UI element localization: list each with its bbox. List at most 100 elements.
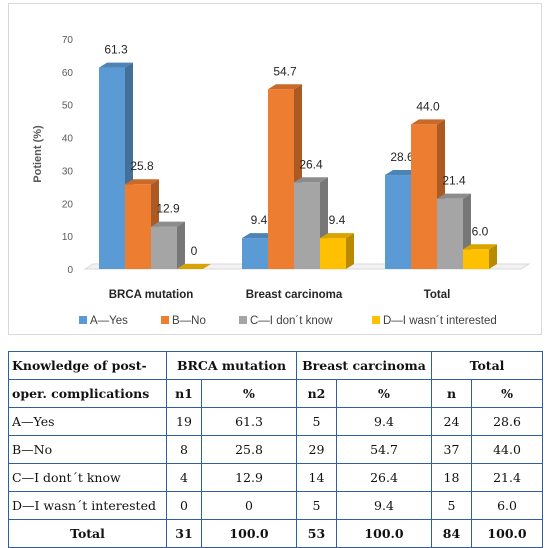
bar <box>437 198 463 269</box>
header-knowledge: Knowledge of post- <box>8 351 167 380</box>
table-row: A—Yes 19 61.3 5 9.4 24 28.6 <box>8 407 544 436</box>
data-label: 25.8 <box>130 159 154 173</box>
bar-chart: 0 10 20 30 40 50 60 70 Potient (%) 61.3 25.8 12.9 0 B… <box>32 35 531 327</box>
total-cell: 84 <box>431 519 472 548</box>
bar <box>125 184 151 269</box>
cell: 26.4 <box>336 463 432 492</box>
row-label: A—Yes <box>8 407 167 436</box>
header-pct3: % <box>470 379 544 408</box>
cell: 25.8 <box>201 435 297 464</box>
x-tick-label: BRCA mutation <box>109 289 194 301</box>
bar-side <box>177 221 185 269</box>
cell: 14 <box>296 463 337 492</box>
bar-side <box>489 244 497 269</box>
y-tick-label: 40 <box>62 134 74 145</box>
bar-top <box>242 233 276 239</box>
cell: 24 <box>431 407 472 436</box>
bar-top <box>177 264 211 269</box>
data-label: 28.6 <box>390 150 414 164</box>
header-total: Total <box>430 351 544 380</box>
legend-label: C—I don´t know <box>250 315 333 327</box>
row-label: C—I dont´t know <box>8 463 167 492</box>
data-label: 0 <box>191 244 198 258</box>
bar-top <box>320 233 354 239</box>
data-label: 26.4 <box>299 157 323 171</box>
bar-top <box>294 177 328 183</box>
cell: 5 <box>296 491 337 520</box>
cell: 18 <box>431 463 472 492</box>
data-label: 9.4 <box>251 213 268 227</box>
header-pct2: % <box>336 379 432 408</box>
data-label: 44.0 <box>416 99 440 113</box>
cell: 44.0 <box>470 435 544 464</box>
data-label: 12.9 <box>156 202 180 216</box>
y-tick-label: 50 <box>62 101 74 112</box>
bar-top <box>463 244 497 250</box>
cell: 5 <box>296 407 337 436</box>
cell: 5 <box>431 491 472 520</box>
table-row: C—I dont´t know 4 12.9 14 26.4 18 21.4 <box>8 463 544 492</box>
total-cell: 31 <box>166 519 202 548</box>
complications-table: Knowledge of post- BRCA mutation Breast … <box>8 351 544 548</box>
legend-swatch <box>161 316 169 324</box>
row-label: D—I wasn´t interested <box>8 491 167 520</box>
bar-top <box>125 179 159 185</box>
data-label: 61.3 <box>104 43 128 57</box>
bar <box>385 175 411 269</box>
chart-panel: 0 10 20 30 40 50 60 70 Potient (%) 61.3 25.8 12.9 0 B… <box>8 3 542 335</box>
cell: 4 <box>166 463 202 492</box>
cell: 21.4 <box>470 463 544 492</box>
bar-top <box>411 119 445 125</box>
legend-swatch <box>372 316 380 324</box>
cell: 12.9 <box>201 463 297 492</box>
legend-label: D—I wasn´t interested <box>383 315 497 327</box>
bar-side <box>346 233 354 269</box>
legend-swatch <box>79 316 87 324</box>
cell: 9.4 <box>336 491 432 520</box>
total-cell: 100.0 <box>201 519 297 548</box>
total-cell: 53 <box>296 519 337 548</box>
bar <box>151 226 177 269</box>
total-cell: 100.0 <box>336 519 432 548</box>
y-tick-label: 10 <box>62 232 74 243</box>
data-label: 6.0 <box>472 224 489 238</box>
cell: 61.3 <box>201 407 297 436</box>
header-pct1: % <box>201 379 297 408</box>
table-total-row: Total 31 100.0 53 100.0 84 100.0 <box>8 519 544 548</box>
y-tick-label: 70 <box>62 35 74 46</box>
data-label: 21.4 <box>442 174 466 188</box>
table-row: D—I wasn´t interested 0 0 5 9.4 5 6.0 <box>8 491 544 520</box>
bar <box>463 249 489 269</box>
cell: 9.4 <box>336 407 432 436</box>
cell: 28.6 <box>470 407 544 436</box>
table-row: B—No 8 25.8 29 54.7 37 44.0 <box>8 435 544 464</box>
data-label: 54.7 <box>273 64 297 78</box>
bar-top <box>151 221 185 227</box>
bar-top <box>385 170 419 176</box>
cell: 8 <box>166 435 202 464</box>
y-tick-label: 20 <box>62 199 74 210</box>
cell: 0 <box>201 491 297 520</box>
cell: 29 <box>296 435 337 464</box>
header-n1: n1 <box>166 379 202 408</box>
y-tick-label: 0 <box>67 265 73 276</box>
legend-label: B—No <box>172 315 206 327</box>
header-breast-carcinoma: Breast carcinoma <box>296 351 432 380</box>
cell: 0 <box>166 491 202 520</box>
row-label: B—No <box>8 435 167 464</box>
bar-top <box>437 193 471 199</box>
x-tick-label: Total <box>424 289 451 301</box>
header-n2: n2 <box>296 379 337 408</box>
y-tick-label: 30 <box>62 166 74 177</box>
x-tick-label: Breast carcinoma <box>246 289 343 301</box>
data-label: 9.4 <box>329 213 346 227</box>
bar <box>268 89 294 270</box>
total-cell: 100.0 <box>470 519 544 548</box>
table-subheader-row: oper. complications n1 % n2 % n % <box>8 379 544 408</box>
bar <box>242 238 268 269</box>
legend-swatch <box>239 316 247 324</box>
legend-label: A—Yes <box>90 315 128 327</box>
y-tick-label: 60 <box>62 68 74 79</box>
cell: 54.7 <box>336 435 432 464</box>
bar-top <box>99 62 133 68</box>
